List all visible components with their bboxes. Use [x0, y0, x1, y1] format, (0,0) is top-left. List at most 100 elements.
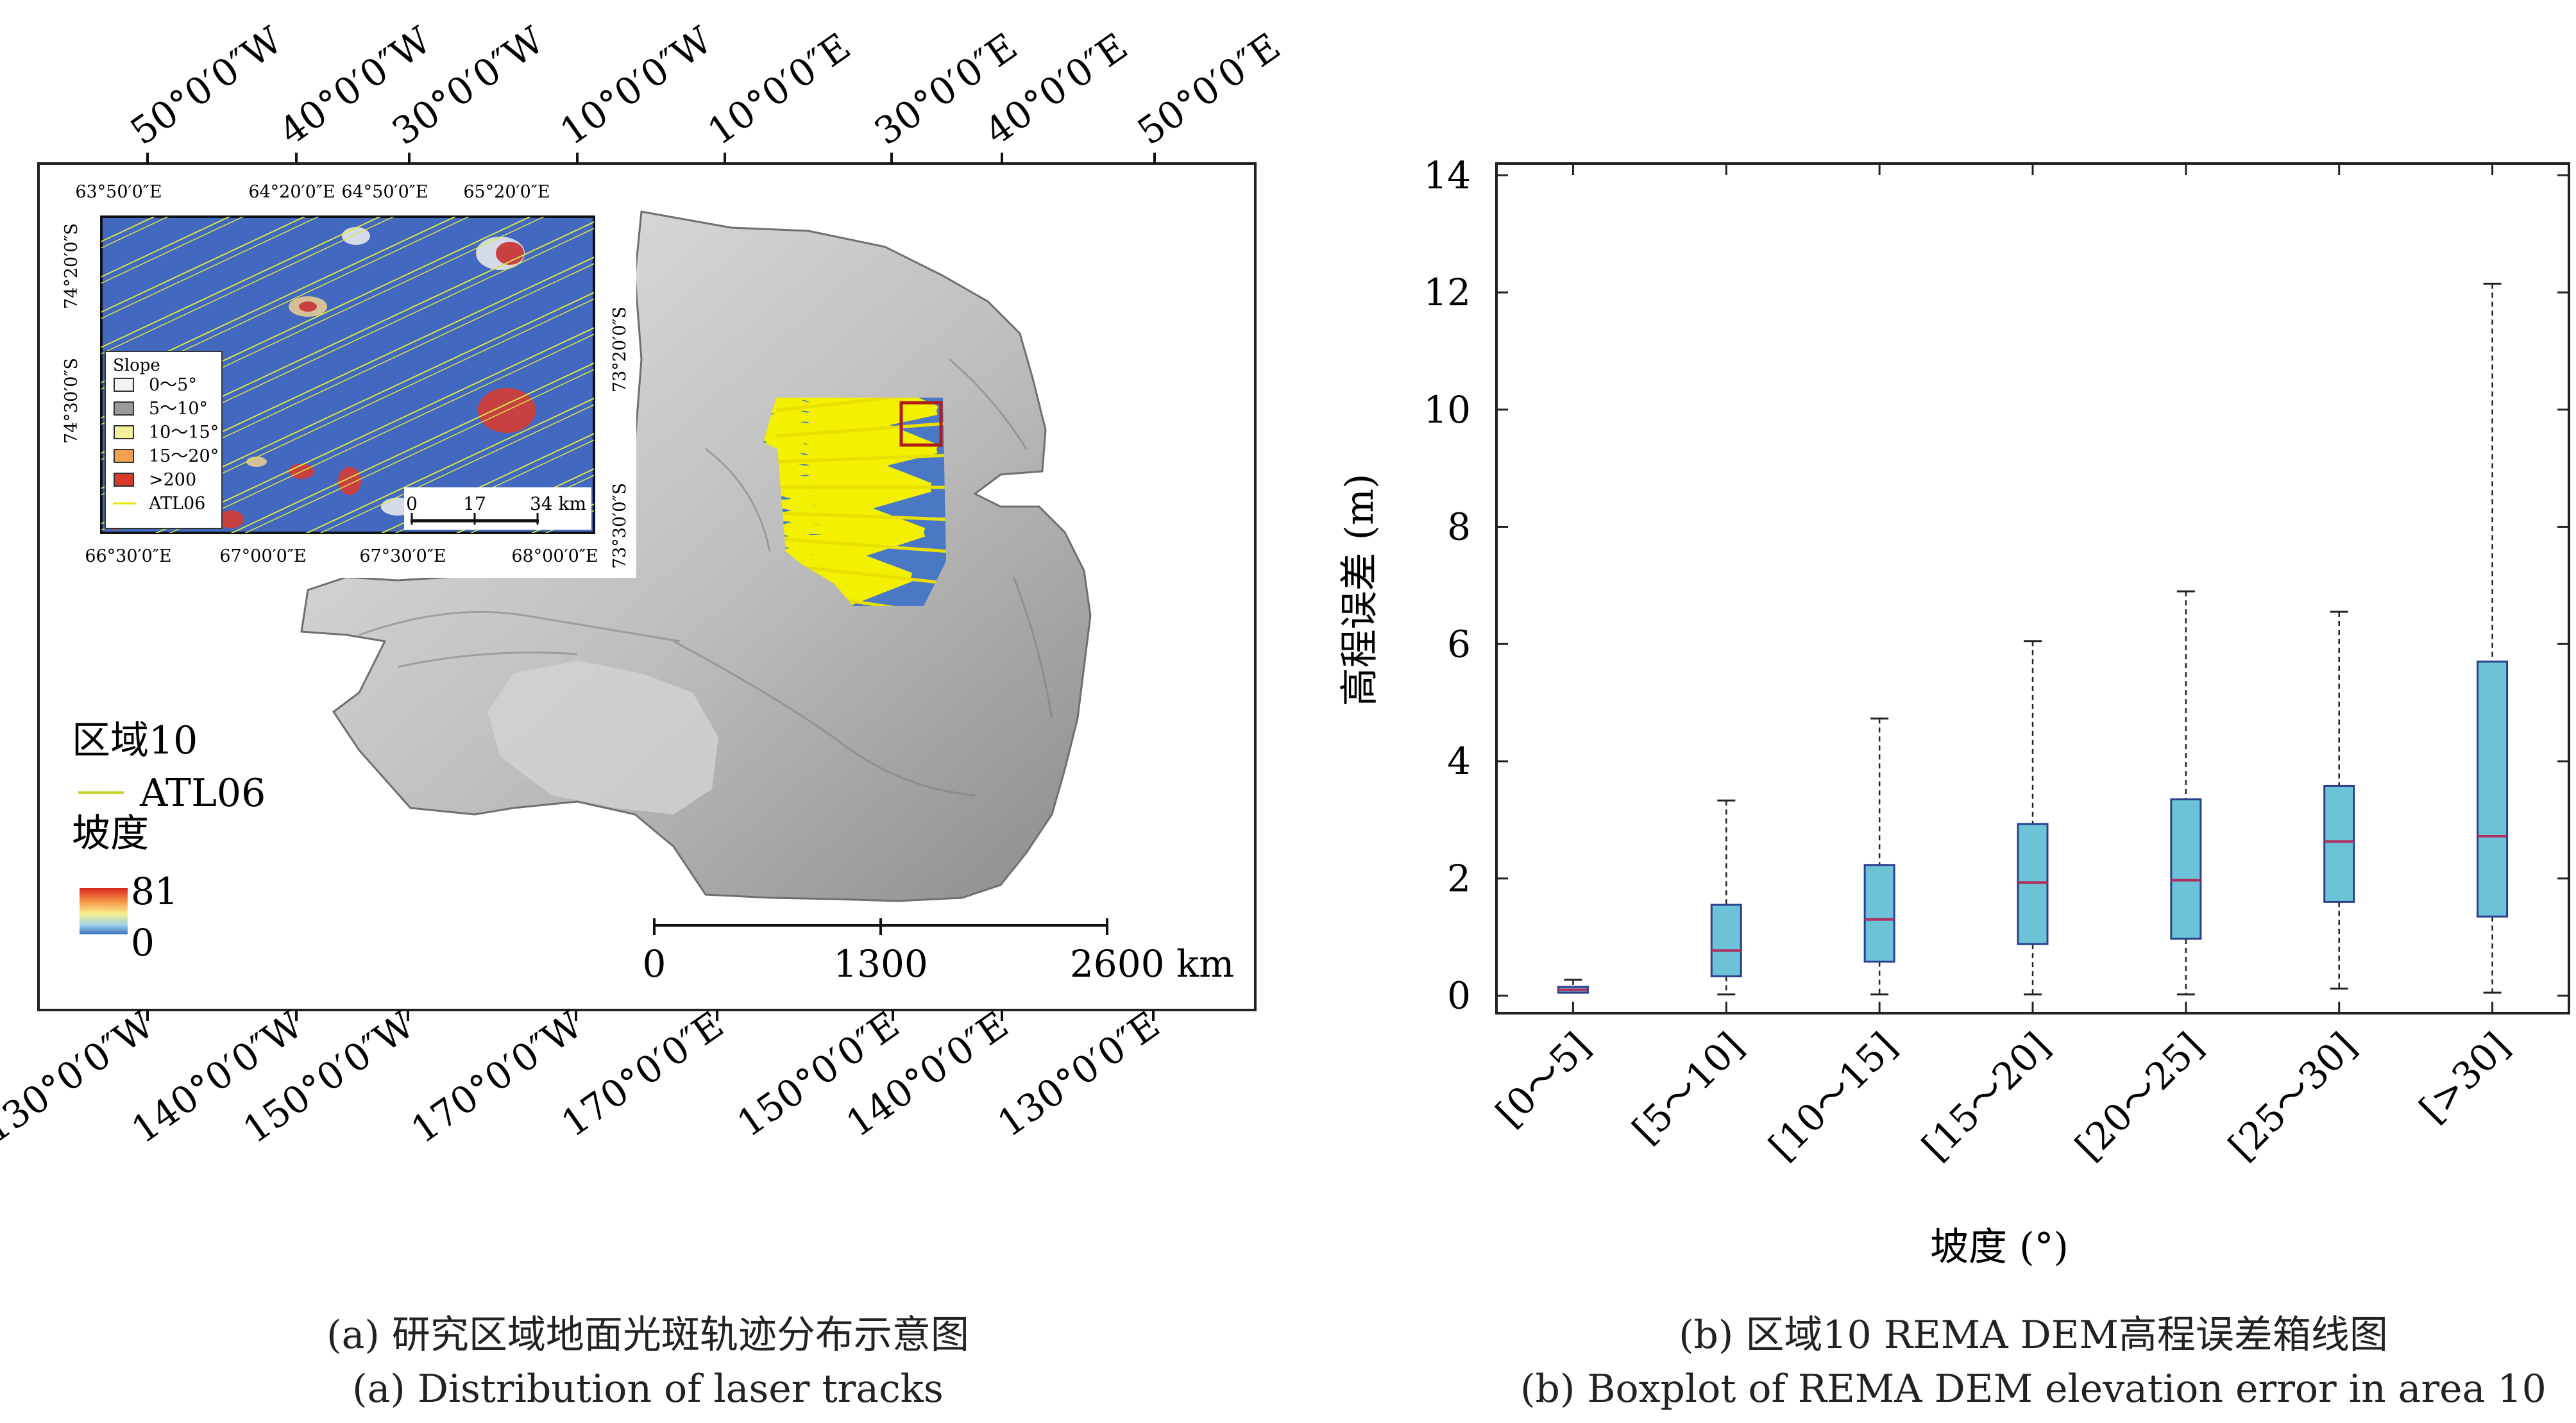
caption-a-en: (a) Distribution of laser tracks [352, 1367, 944, 1411]
box-iqr [2323, 784, 2355, 903]
inset-track-line [380, 433, 594, 533]
inset-right-tick: 73°30′0″S [610, 483, 630, 569]
study-highlight-box [899, 401, 943, 447]
inset-legend: Slope 0～5° 5～10° 10～15° 15～20° >200 ATL06 [105, 351, 223, 529]
x-axis-label: 坡度 (°) [1930, 1225, 2069, 1270]
x-tick-label: [25～30] [2220, 1024, 2364, 1168]
inset-legend-label: 0～5° [149, 375, 197, 395]
x-tick-label: [>30] [2411, 1024, 2518, 1131]
lon-top-label: 50°0′0″W [123, 18, 290, 153]
lon-top-label: 10°0′0″E [700, 24, 858, 153]
study-track-line [775, 511, 946, 521]
lon-labels-bottom: 130°0′0″W140°0′0″W150°0′0″W170°0′0″W170°… [0, 1003, 1167, 1152]
study-track-line [775, 421, 946, 438]
inset-left-tick: 74°20′0″S [62, 223, 81, 309]
box-iqr [1710, 904, 1742, 977]
study-track-line [775, 453, 946, 464]
slope-max-label: 81 [131, 870, 178, 913]
lon-bottom-label: 170°0′0″E [554, 1003, 731, 1145]
inset-track-line [101, 217, 457, 383]
inset-left-tick: 74°30′0″S [62, 358, 81, 444]
study-track-line [775, 398, 946, 412]
inset-track-line [169, 333, 594, 533]
inset-track-line [101, 217, 307, 313]
legend-title: 区域10 [72, 718, 198, 763]
scalebar-label-0: 0 [643, 942, 666, 986]
y-axis-label: 高程误差 (m) [1337, 474, 1382, 707]
inset-right-tick: 73°20′0″S [610, 307, 630, 392]
x-tick-label: [10～15] [1761, 1024, 1905, 1168]
inset-track-line [101, 217, 394, 355]
inset-legend-swatch [114, 401, 134, 416]
box-iqr [2477, 661, 2509, 918]
y-tick-label: 6 [1447, 622, 1471, 666]
y-tick-label: 8 [1447, 505, 1471, 549]
y-tick-label: 4 [1447, 739, 1471, 783]
x-tick-label: [15～20] [1913, 1024, 2058, 1168]
inset-track-line [230, 362, 594, 533]
inset-top-tick: 64°20′0″E [248, 182, 335, 202]
inset-bottom-tick: 68°00′0″E [511, 546, 598, 566]
caption-b-en: (b) Boxplot of REMA DEM elevation error … [1520, 1367, 2546, 1411]
inset-track-line [305, 398, 594, 533]
inset-track-line [101, 217, 231, 278]
legend-track-label: ATL06 [139, 771, 266, 816]
lon-bottom-label: 170°0′0″W [403, 1003, 591, 1152]
relief-lines [359, 358, 1053, 796]
inset-scale-17: 17 [463, 493, 486, 514]
lon-labels-top: 50°0′0″W40°0′0″W30°0′0″W 10°0′0″W10°0′0″E… [123, 18, 1288, 164]
caption-b-cn: (b) 区域10 REMA DEM高程误差箱线图 [1679, 1313, 2388, 1358]
box-group [2170, 590, 2202, 996]
caption-a-cn: (a) 研究区域地面光斑轨迹分布示意图 [326, 1313, 969, 1358]
inset-track-line [101, 217, 244, 284]
study-track-line [763, 573, 913, 606]
inset-track-line [101, 217, 382, 348]
slope-colorbar [80, 888, 128, 934]
slope-min-label: 0 [131, 921, 155, 964]
y-tick-label: 2 [1447, 857, 1471, 900]
box-group [1557, 979, 1589, 994]
inset-legend-title: Slope [113, 356, 160, 375]
ice-shelf [487, 661, 718, 814]
study-area [763, 398, 946, 606]
y-tick-label: 0 [1447, 974, 1471, 1018]
lon-top-label: 50°0′0″E [1130, 24, 1288, 153]
inset-legend-label: >200 [149, 470, 196, 490]
inset-legend-label: 10～15° [149, 423, 219, 442]
box-group [2477, 282, 2509, 994]
box-group [2017, 640, 2049, 996]
scalebar-label-1300: 1300 [833, 942, 928, 986]
y-tick-label: 12 [1423, 271, 1471, 314]
box-iqr [2017, 823, 2049, 945]
x-tick-label: [5～10] [1624, 1024, 1752, 1152]
panel-a: 50°0′0″W40°0′0″W30°0′0″W 10°0′0″W10°0′0″E… [0, 18, 1288, 1152]
legend-slope-title: 坡度 [72, 811, 149, 856]
panel-b: 0 2 4 6 8 10 12 14 [0～5] [5～10] [10～15] [15～20] [20… [1337, 153, 2570, 1270]
box-iqr [2170, 798, 2202, 940]
inset-top-tick: 64°50′0″E [341, 182, 428, 202]
x-tick-label: [0～5] [1487, 1024, 1598, 1135]
caption-b: (b) 区域10 REMA DEM高程误差箱线图 (b) Boxplot of … [1495, 1308, 2572, 1416]
boxplot-series [1557, 282, 2509, 996]
inset-legend-swatch [114, 449, 134, 463]
inset-track-line [244, 369, 594, 533]
inset-legend-label: 5～10° [149, 399, 208, 419]
inset-legend-swatch [114, 378, 134, 392]
inset-scale-34: 34 km [530, 493, 586, 514]
x-tick-label: [20～25] [2067, 1024, 2211, 1168]
inset-legend-swatch [114, 473, 134, 487]
box-iqr [1863, 864, 1895, 963]
inset-legend-label: ATL06 [148, 494, 205, 514]
study-track-line [775, 537, 946, 553]
lon-bottom-label: 130°0′0″E [990, 1003, 1167, 1145]
inset-tick-labels: 63°50′0″E 64°20′0″E 64°50′0″E 65°20′0″E 66°3… [62, 182, 630, 569]
y-tick-label: 14 [1423, 153, 1471, 197]
inset-legend-swatch [114, 425, 134, 439]
inset-bottom-tick: 67°30′0″E [359, 546, 446, 566]
map-scalebar: 0 1300 2600 km [643, 918, 1234, 986]
inset-track-line [319, 404, 594, 533]
y-tick-label: 10 [1423, 388, 1471, 432]
lon-top-label: 10°0′0″W [552, 18, 720, 153]
scalebar-label-2600: 2600 km [1070, 942, 1234, 986]
y-axis: 0 2 4 6 8 10 12 14 [1423, 153, 2569, 1018]
